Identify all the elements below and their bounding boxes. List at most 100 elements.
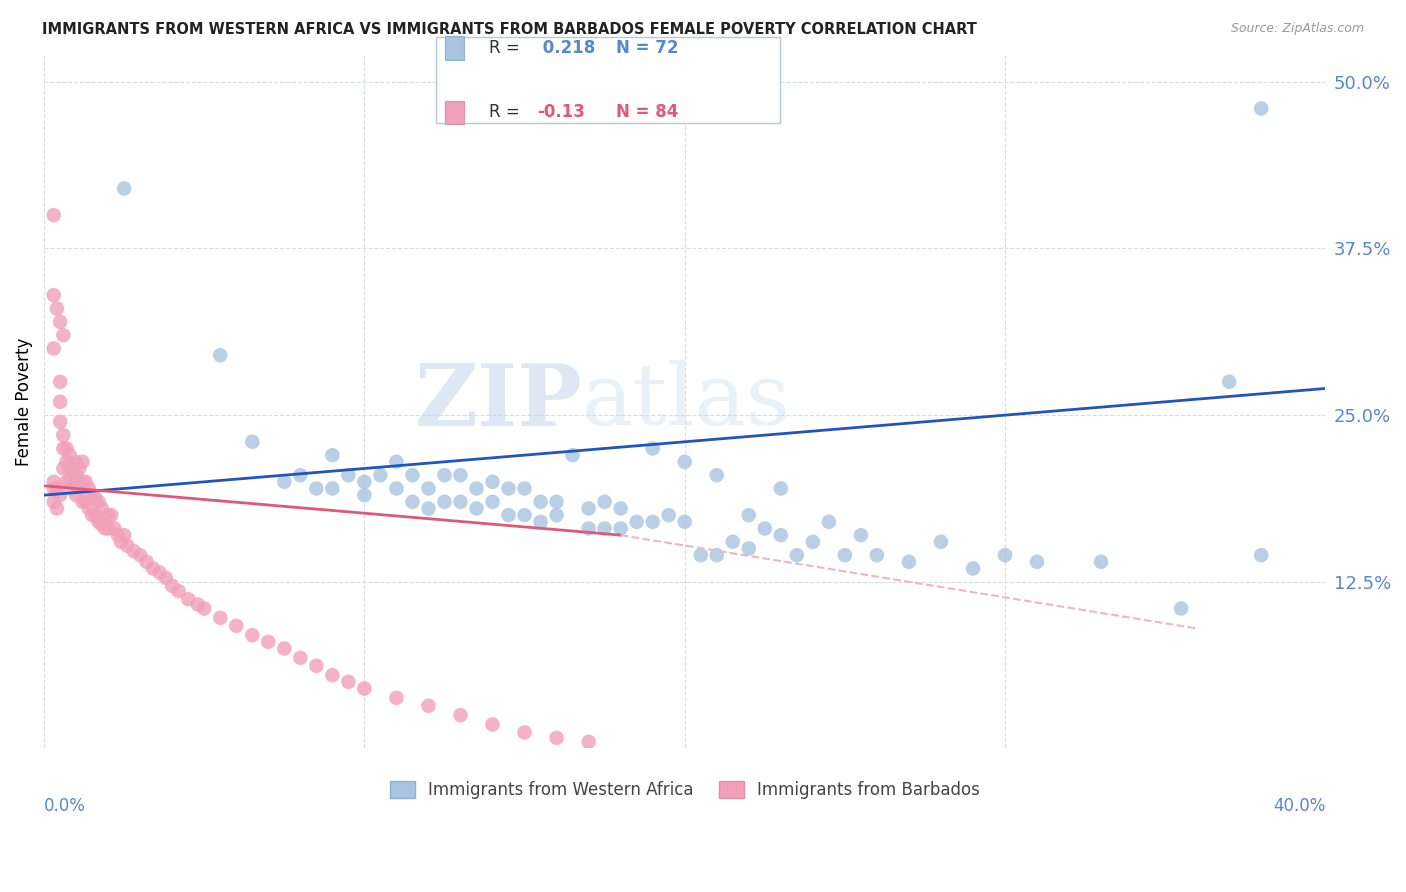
Text: atlas: atlas [582, 360, 792, 443]
Point [513, 725, 536, 739]
Point [353, 475, 375, 489]
Point [673, 455, 696, 469]
Point [481, 717, 503, 731]
Point [240, 434, 263, 449]
Point [59, 448, 82, 462]
Point [59, 461, 82, 475]
Point [786, 548, 808, 562]
Point [107, 528, 129, 542]
Point [45, 482, 67, 496]
Point [738, 508, 761, 523]
Point [62, 482, 84, 496]
Point [337, 468, 360, 483]
Point [72, 495, 94, 509]
Point [42, 288, 65, 302]
Point [77, 482, 100, 496]
Text: ZIP: ZIP [415, 359, 582, 444]
Point [353, 488, 375, 502]
Point [193, 601, 215, 615]
Point [42, 495, 65, 509]
Point [77, 501, 100, 516]
Point [593, 521, 616, 535]
Point [498, 482, 520, 496]
Point [225, 619, 247, 633]
Point [962, 561, 984, 575]
Point [209, 611, 232, 625]
Point [385, 690, 408, 705]
Point [72, 455, 94, 469]
Point [897, 555, 920, 569]
Point [578, 521, 600, 535]
Point [481, 475, 503, 489]
Point [52, 328, 75, 343]
Point [290, 650, 312, 665]
Point [103, 521, 125, 535]
Point [49, 415, 72, 429]
Point [112, 181, 135, 195]
Point [450, 708, 472, 723]
Point [418, 501, 440, 516]
Point [641, 515, 664, 529]
Y-axis label: Female Poverty: Female Poverty [15, 338, 32, 466]
Point [49, 394, 72, 409]
Point [513, 482, 536, 496]
Point [142, 561, 165, 575]
Point [135, 555, 157, 569]
Point [994, 548, 1017, 562]
Point [257, 635, 280, 649]
Point [160, 579, 183, 593]
Point [52, 442, 75, 456]
Point [62, 461, 84, 475]
Point [866, 548, 889, 562]
Point [529, 495, 551, 509]
Point [433, 495, 456, 509]
Point [52, 461, 75, 475]
Point [481, 495, 503, 509]
Point [321, 668, 343, 682]
Point [769, 528, 792, 542]
Point [129, 548, 152, 562]
Point [45, 301, 67, 316]
Point [433, 468, 456, 483]
Point [1250, 102, 1272, 116]
Point [561, 448, 583, 462]
Text: R =: R = [489, 39, 526, 57]
Point [65, 455, 87, 469]
Point [578, 501, 600, 516]
Text: N = 72: N = 72 [616, 39, 678, 57]
Point [609, 521, 631, 535]
Point [673, 515, 696, 529]
Point [706, 468, 728, 483]
Point [49, 488, 72, 502]
Point [1170, 601, 1192, 615]
Point [117, 539, 139, 553]
Point [321, 448, 343, 462]
Point [721, 534, 744, 549]
Point [305, 482, 328, 496]
Point [187, 598, 209, 612]
Point [465, 482, 488, 496]
Point [55, 475, 77, 489]
Point [641, 442, 664, 456]
Point [529, 515, 551, 529]
Point [353, 681, 375, 696]
Point [55, 442, 77, 456]
Point [49, 375, 72, 389]
Point [84, 508, 107, 523]
Point [1218, 375, 1240, 389]
Point [42, 208, 65, 222]
Point [177, 592, 200, 607]
Text: IMMIGRANTS FROM WESTERN AFRICA VS IMMIGRANTS FROM BARBADOS FEMALE POVERTY CORREL: IMMIGRANTS FROM WESTERN AFRICA VS IMMIGR… [42, 22, 977, 37]
Point [59, 475, 82, 489]
Point [593, 495, 616, 509]
Text: 40.0%: 40.0% [1272, 797, 1326, 815]
Point [82, 488, 104, 502]
Point [273, 641, 295, 656]
Point [401, 468, 423, 483]
Point [546, 731, 568, 745]
Point [97, 508, 120, 523]
Point [167, 584, 190, 599]
Point [112, 528, 135, 542]
Point [87, 515, 110, 529]
Point [401, 495, 423, 509]
